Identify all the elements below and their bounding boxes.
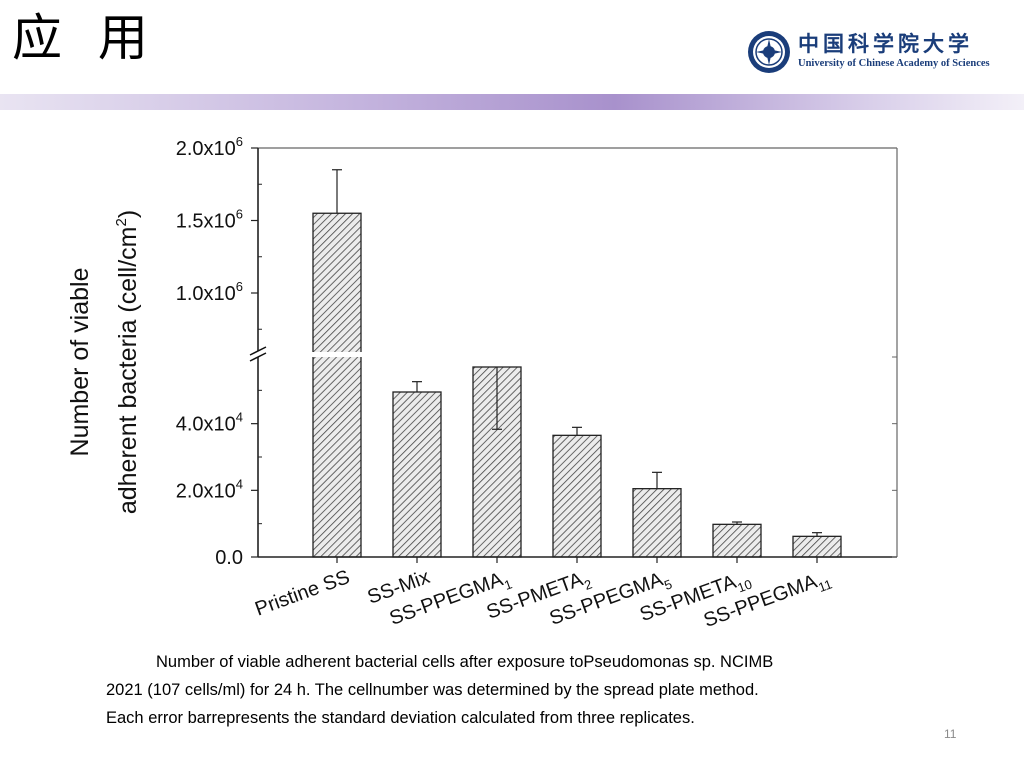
x-category-label: Pristine SS bbox=[252, 566, 352, 621]
bar bbox=[552, 434, 602, 558]
axis-break-gap bbox=[246, 352, 366, 357]
y-tick-label: 1.0x106 bbox=[176, 279, 243, 305]
caption-line-2: 2021 (107 cells/ml) for 24 h. The cellnu… bbox=[106, 681, 759, 699]
y-axis-title-line-1: Number of viable bbox=[66, 268, 94, 457]
axis-break-mark bbox=[249, 346, 267, 356]
slide-title: 应 用 bbox=[12, 9, 158, 67]
bar bbox=[632, 488, 682, 558]
caption-line-1: Number of viable adherent bacterial cell… bbox=[156, 653, 774, 671]
bar bbox=[712, 523, 762, 558]
y-axis-title-line-2: adherent bacteria (cell/cm2) bbox=[113, 210, 142, 514]
caption-line-3: Each error barrepresents the standard de… bbox=[106, 709, 695, 727]
y-tick-label: 2.0x104 bbox=[176, 476, 243, 502]
y-tick-label: 2.0x106 bbox=[176, 134, 243, 160]
logo-english-name: University of Chinese Academy of Science… bbox=[798, 58, 990, 69]
y-tick-label: 1.5x106 bbox=[176, 207, 243, 233]
page-number: 11 bbox=[944, 727, 957, 741]
y-tick-label: 4.0x104 bbox=[176, 410, 243, 436]
bar bbox=[392, 391, 442, 558]
university-logo: 中国科学院大学 University of Chinese Academy of… bbox=[746, 26, 1006, 78]
university-seal-icon bbox=[748, 31, 790, 73]
bar bbox=[792, 535, 842, 558]
header-divider-band bbox=[0, 94, 1024, 110]
bar bbox=[312, 212, 362, 558]
figure-caption: Number of viable adherent bacterial cell… bbox=[106, 648, 906, 732]
y-tick-label: 0.0 bbox=[215, 547, 243, 569]
logo-chinese-name: 中国科学院大学 bbox=[798, 31, 973, 56]
axis-break-mark bbox=[249, 352, 267, 362]
